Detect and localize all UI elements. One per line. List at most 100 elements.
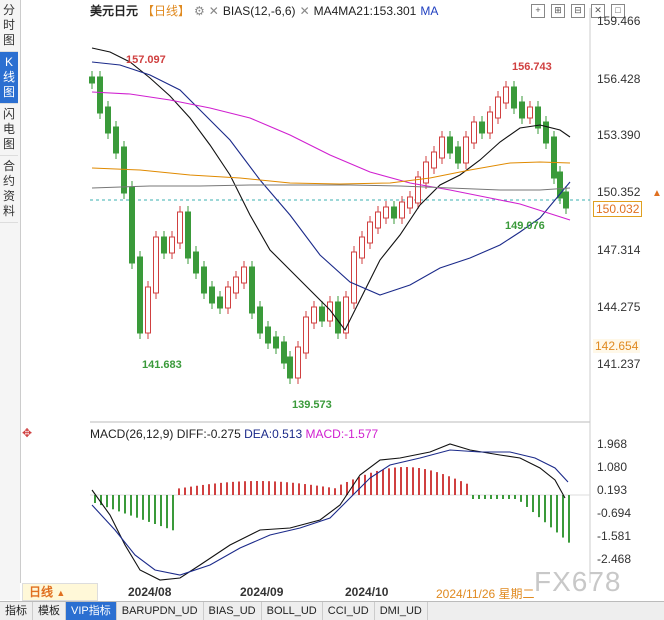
- candle-body: [217, 296, 223, 309]
- price-tick: 141.237: [597, 357, 641, 371]
- date-axis: [20, 583, 664, 601]
- chart-header: 美元日元 【日线】 ⚙ ✕ BIAS(12,-6,6) ✕ MA4MA21:153.301 M…: [90, 2, 442, 18]
- candle-body: [407, 196, 413, 209]
- macd-value: MACD:-1.577: [305, 427, 379, 441]
- candle-body: [383, 206, 389, 219]
- candlesticks: [89, 71, 569, 384]
- maximize-icon[interactable]: □: [611, 4, 625, 18]
- tab-timeshare[interactable]: 分时图: [0, 0, 18, 52]
- tab-cci[interactable]: CCI_UD: [323, 602, 375, 620]
- candle-body: [455, 146, 461, 164]
- current-date-label: 2024/11/26 星期二: [436, 587, 535, 601]
- candle-body: [311, 306, 317, 324]
- ma-blue-line: [91, 61, 571, 296]
- left-tab-panel: 分时图 K线图 闪电图 合约资料: [0, 0, 21, 600]
- ma-gray-line: [91, 184, 571, 191]
- candle-body: [97, 76, 103, 114]
- candle-body: [153, 236, 159, 294]
- tab-flash[interactable]: 闪电图: [0, 104, 18, 156]
- macd-tick: 0.193: [597, 483, 628, 497]
- period-selector-label: 日线: [29, 585, 54, 599]
- low2-label: 139.573: [292, 399, 332, 411]
- candle-body: [287, 356, 293, 379]
- high1-label: 157.097: [126, 54, 166, 66]
- candle-body: [201, 266, 207, 294]
- candle-body: [447, 136, 453, 154]
- macd-diff-line: [91, 443, 566, 581]
- zoom-out-icon[interactable]: ⊟: [571, 4, 585, 18]
- candle-body: [265, 326, 271, 344]
- candle-body: [145, 286, 151, 334]
- macd-dea-value: DEA:0.513: [244, 427, 303, 441]
- candle-body: [343, 296, 349, 334]
- date-label: 2024/10: [345, 585, 389, 599]
- instrument-title: 美元日元: [90, 4, 139, 18]
- tab-barupdn[interactable]: BARUPDN_UD: [117, 602, 204, 620]
- close-icon[interactable]: ✕: [208, 4, 219, 18]
- tab-contract-info[interactable]: 合约资料: [0, 156, 18, 223]
- candle-body: [351, 251, 357, 304]
- tab-templates[interactable]: 模板: [33, 602, 66, 620]
- tab-vip-indicators[interactable]: VIP指标: [66, 602, 117, 620]
- price-tick: 147.314: [597, 243, 641, 257]
- current-price-tag: 150.032: [593, 201, 643, 217]
- candle-body: [113, 126, 119, 154]
- bias-label: BIAS(12,-6,6): [222, 4, 296, 18]
- candle-body: [105, 106, 111, 134]
- tab-boll[interactable]: BOLL_UD: [262, 602, 323, 620]
- candle-body: [169, 236, 175, 254]
- candle-body: [495, 96, 501, 119]
- candle-body: [193, 251, 199, 274]
- tab-indicators[interactable]: 指标: [0, 602, 33, 620]
- candle-body: [367, 221, 373, 244]
- close-icon[interactable]: ✕: [591, 4, 605, 18]
- candle-body: [209, 286, 215, 304]
- zoom-in-icon[interactable]: ⊞: [551, 4, 565, 18]
- high2-label: 156.743: [512, 61, 552, 73]
- candle-body: [535, 106, 541, 129]
- gear-icon[interactable]: ⚙: [194, 4, 205, 18]
- macd-tick: -1.581: [597, 529, 632, 543]
- candle-body: [511, 86, 517, 109]
- candle-body: [89, 76, 95, 84]
- date-label: 2024/08: [128, 585, 172, 599]
- price-tick: 153.390: [597, 128, 641, 142]
- candle-body: [519, 101, 525, 119]
- candle-body: [185, 211, 191, 259]
- candle-body: [563, 191, 569, 209]
- candle-body: [319, 306, 325, 322]
- candle-body: [257, 306, 263, 334]
- price-tick: 156.428: [597, 72, 641, 86]
- candle-body: [137, 256, 143, 334]
- candle-body: [543, 121, 549, 144]
- candle-body: [431, 151, 437, 169]
- candle-body: [471, 121, 477, 144]
- candle-body: [129, 186, 135, 264]
- date-label: 2024/09: [240, 585, 284, 599]
- macd-tick: -2.468: [597, 552, 632, 566]
- candle-body: [359, 236, 365, 259]
- candle-body: [375, 211, 381, 229]
- ma-orange-line: [91, 161, 571, 185]
- candle-body: [281, 341, 287, 364]
- close-icon[interactable]: ✕: [299, 4, 310, 18]
- candle-body: [177, 211, 183, 244]
- crosshair-icon[interactable]: +: [531, 4, 545, 18]
- candle-body: [303, 316, 309, 354]
- tab-bias[interactable]: BIAS_UD: [204, 602, 262, 620]
- candle-body: [295, 346, 301, 379]
- bottom-tab-bar: 指标 模板 VIP指标 BARUPDN_UD BIAS_UD BOLL_UD CCI_UD D…: [0, 601, 664, 620]
- tab-kline[interactable]: K线图: [0, 52, 18, 104]
- watermark: FX678: [534, 566, 622, 597]
- ma-magenta-line: [91, 91, 571, 221]
- period-label: 【日线】: [142, 4, 191, 18]
- macd-histogram: [94, 467, 570, 543]
- triangle-up-icon: ▲: [56, 588, 66, 598]
- candle-body: [527, 106, 533, 119]
- window-controls: + ⊞ ⊟ ✕ □: [531, 2, 631, 18]
- period-selector[interactable]: 日线 ▲: [22, 583, 98, 601]
- settings-icon[interactable]: ✥: [22, 426, 33, 440]
- low1-label: 141.683: [142, 359, 182, 371]
- candle-body: [503, 86, 509, 104]
- tab-dmi[interactable]: DMI_UD: [375, 602, 428, 620]
